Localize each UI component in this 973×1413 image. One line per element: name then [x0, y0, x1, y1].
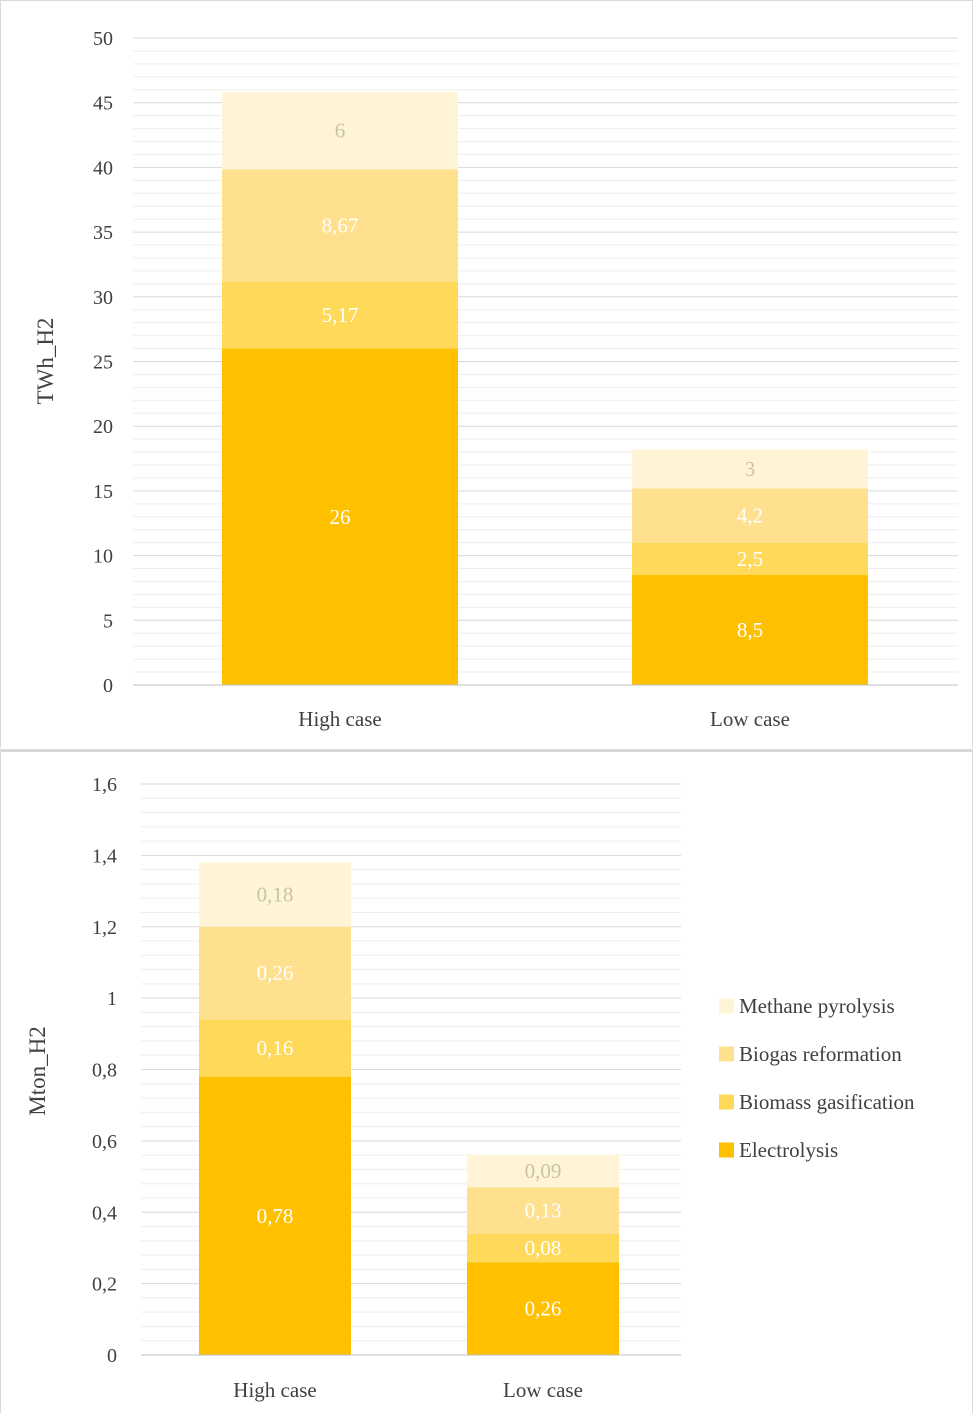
y-tick-label: 10 [93, 546, 113, 568]
y-tick-label: 5 [103, 610, 113, 632]
data-label: 0,78 [257, 1204, 294, 1228]
data-label: 0,26 [257, 961, 294, 985]
bar-methane-pyrolysis [222, 91, 458, 170]
y-tick-label: 40 [93, 157, 113, 179]
data-label: 6 [335, 119, 346, 143]
data-label: 4,2 [737, 503, 763, 527]
y-axis-title: Mton_H2 [25, 1026, 50, 1115]
y-tick-label: 20 [93, 416, 113, 438]
data-label: 0,08 [525, 1236, 562, 1260]
y-tick-label: 35 [93, 222, 113, 244]
bar-methane-pyrolysis [632, 449, 868, 489]
x-category-label: High case [298, 707, 381, 731]
bar-electrolysis [467, 1262, 619, 1355]
y-tick-label: 1,4 [92, 845, 117, 867]
bar-biomass-gasification [632, 542, 868, 576]
x-category-label: Low case [710, 707, 790, 731]
x-category-label: High case [233, 1378, 316, 1402]
bar-methane-pyrolysis [199, 862, 351, 927]
y-tick-label: 0,8 [92, 1060, 117, 1082]
y-tick-label: 1,2 [92, 917, 117, 939]
bar-biomass-gasification [199, 1019, 351, 1077]
data-label: 0,16 [257, 1036, 294, 1060]
legend-label: Methane pyrolysis [739, 994, 895, 1018]
bar-biomass-gasification [467, 1233, 619, 1263]
chart-twh: 0 5 10 15 20 25 30 35 40 45 50 TWh_H2 26 5,17 8,67 6 8,5… [33, 28, 958, 731]
legend-label: Biomass gasification [739, 1090, 915, 1114]
data-label: 5,17 [322, 303, 359, 327]
y-tick-label: 0,6 [92, 1131, 117, 1153]
data-label: 0,09 [525, 1159, 562, 1183]
legend-swatch [719, 1046, 734, 1062]
legend-swatch [719, 1094, 734, 1110]
y-tick-label: 1 [107, 988, 117, 1010]
y-tick-label: 1,6 [92, 774, 117, 796]
bar-biogas-reformation [632, 488, 868, 543]
y-tick-label: 0,4 [92, 1202, 117, 1224]
bar-biomass-gasification [222, 281, 458, 349]
bar-methane-pyrolysis [467, 1155, 619, 1188]
legend-swatch [719, 998, 734, 1014]
data-label: 2,5 [737, 547, 763, 571]
legend-label: Electrolysis [739, 1138, 838, 1162]
chart-panel-mton: 0 0,2 0,4 0,6 0,8 1 1,2 1,4 1,6 Mton_H2 0,78 0,16 0,… [0, 749, 973, 1413]
chart-panel-twh: 0 5 10 15 20 25 30 35 40 45 50 TWh_H2 26 5,17 8,67 6 8,5… [0, 0, 973, 748]
legend-label: Biogas reformation [739, 1042, 902, 1066]
bar-electrolysis [632, 575, 868, 685]
data-label: 8,5 [737, 618, 763, 642]
bar-electrolysis [199, 1076, 351, 1355]
data-label: 3 [745, 457, 756, 481]
bar-biogas-reformation [222, 169, 458, 282]
bar-electrolysis [222, 348, 458, 685]
y-tick-label: 25 [93, 352, 113, 374]
x-category-label: Low case [503, 1378, 583, 1402]
y-tick-label: 45 [93, 93, 113, 115]
data-label: 8,67 [322, 214, 359, 238]
y-tick-label: 30 [93, 287, 113, 309]
data-label: 26 [330, 505, 351, 529]
data-label: 0,26 [525, 1297, 562, 1321]
y-tick-label: 0 [107, 1345, 117, 1367]
y-tick-label: 15 [93, 481, 113, 503]
data-label: 0,18 [257, 883, 294, 907]
data-label: 0,13 [525, 1198, 562, 1222]
chart-mton: 0 0,2 0,4 0,6 0,8 1 1,2 1,4 1,6 Mton_H2 0,78 0,16 0,… [25, 774, 915, 1402]
y-tick-label: 0,2 [92, 1274, 117, 1296]
legend-swatch [719, 1142, 734, 1158]
y-tick-label: 50 [93, 28, 113, 50]
bar-biogas-reformation [199, 926, 351, 1020]
y-axis-title: TWh_H2 [33, 318, 58, 405]
y-tick-label: 0 [103, 675, 113, 697]
bar-biogas-reformation [467, 1187, 619, 1234]
